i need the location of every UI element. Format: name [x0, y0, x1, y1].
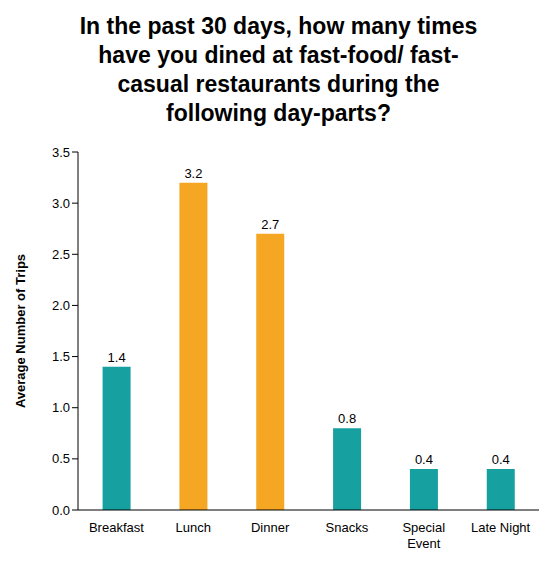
svg-text:1.0: 1.0 [52, 400, 70, 415]
svg-text:0.4: 0.4 [415, 452, 433, 467]
svg-text:1.4: 1.4 [108, 350, 126, 365]
svg-text:1.5: 1.5 [52, 349, 70, 364]
svg-text:3.2: 3.2 [184, 166, 202, 181]
svg-text:Lunch: Lunch [176, 520, 211, 535]
svg-text:Snacks: Snacks [326, 520, 369, 535]
svg-text:Average Number of Trips: Average Number of Trips [13, 254, 28, 408]
svg-text:2.7: 2.7 [261, 217, 279, 232]
svg-text:0.0: 0.0 [52, 503, 70, 518]
svg-text:0.4: 0.4 [492, 452, 510, 467]
svg-text:2.0: 2.0 [52, 298, 70, 313]
svg-text:3.5: 3.5 [52, 145, 70, 160]
svg-text:Late Night: Late Night [471, 520, 531, 535]
svg-text:Breakfast: Breakfast [89, 520, 144, 535]
svg-text:SpecialEvent: SpecialEvent [402, 520, 445, 551]
svg-text:3.0: 3.0 [52, 196, 70, 211]
svg-text:0.5: 0.5 [52, 451, 70, 466]
svg-text:Dinner: Dinner [251, 520, 290, 535]
svg-text:2.5: 2.5 [52, 247, 70, 262]
html-text:In the past 30 days, how many: In the past 30 days, how many times have… [79, 13, 478, 126]
svg-text:0.8: 0.8 [338, 411, 356, 426]
